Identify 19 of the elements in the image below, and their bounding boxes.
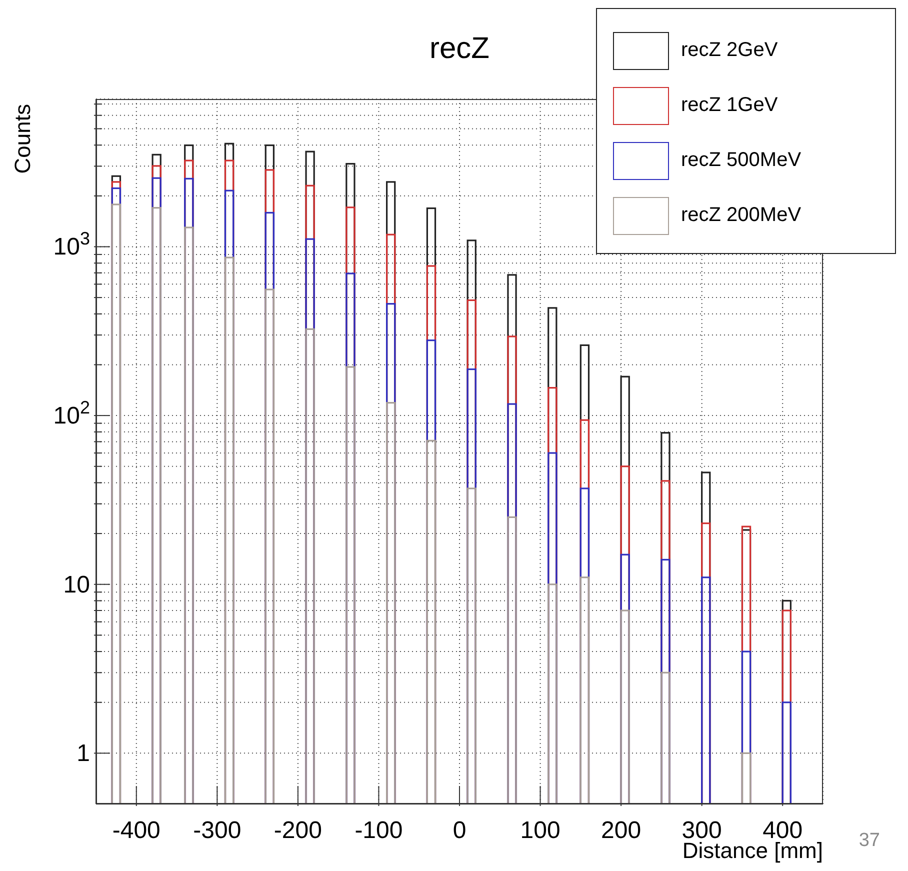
legend-label: recZ 2GeV <box>681 39 778 62</box>
y-tick-label: 10 <box>63 571 90 598</box>
y-tick-label: 10$^{2}$ <box>53 398 90 430</box>
chart-title: recZ <box>430 32 490 65</box>
legend-label: recZ 200MeV <box>681 204 802 227</box>
x-tick-label: 200 <box>601 817 642 844</box>
x-tick-label: -200 <box>274 817 322 844</box>
y-tick-label: 1 <box>76 740 90 768</box>
x-tick-label: 100 <box>520 817 560 844</box>
y-axis-title: Counts <box>10 104 36 174</box>
x-tick-label: -300 <box>193 817 242 844</box>
x-tick-label: -400 <box>112 817 160 844</box>
x-tick-label: -100 <box>354 817 403 844</box>
text: 37 <box>858 830 880 852</box>
x-tick-label: 0 <box>452 817 466 844</box>
x-axis-title: Distance [mm] <box>682 838 823 864</box>
legend-label: recZ 500MeV <box>681 149 802 172</box>
legend-label: recZ 1GeV <box>681 94 778 117</box>
y-tick-label: 10$^{3}$ <box>53 228 90 261</box>
